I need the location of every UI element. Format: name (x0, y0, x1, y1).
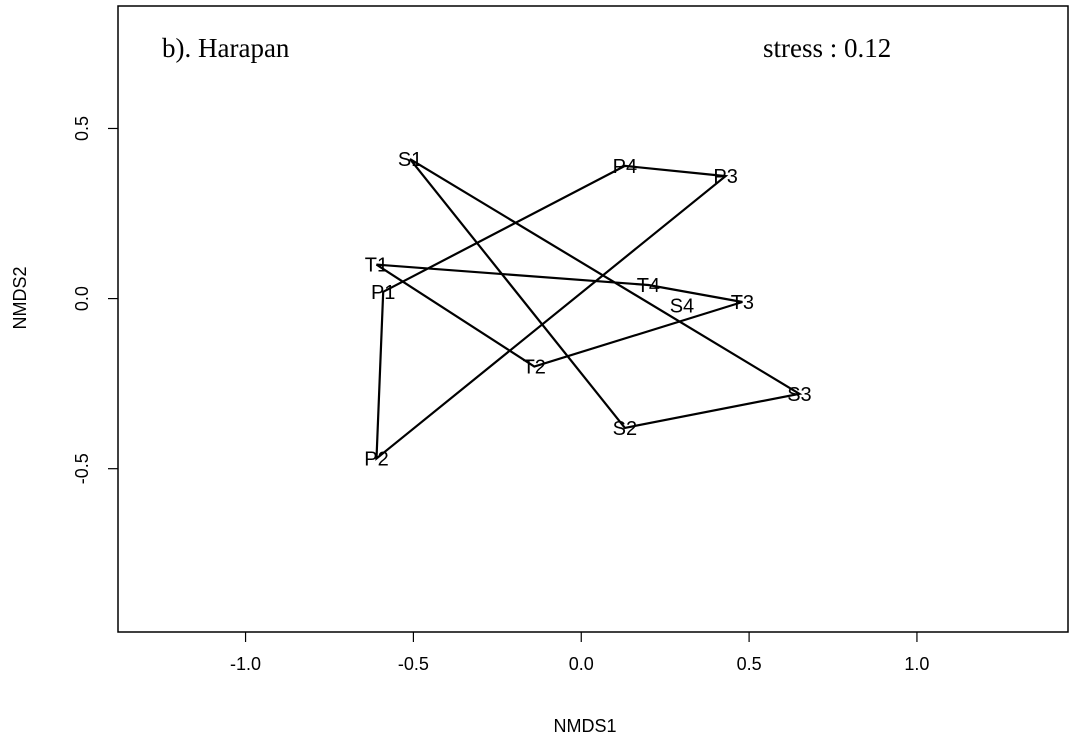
stress-label: stress : 0.12 (763, 33, 891, 63)
panel-label: b). Harapan (162, 33, 290, 63)
y-tick-label: 0.0 (72, 286, 92, 311)
x-tick-label: -0.5 (398, 654, 429, 674)
x-tick-label: -1.0 (230, 654, 261, 674)
point-label-t2: T2 (523, 357, 546, 379)
x-axis-label: NMDS1 (553, 716, 616, 736)
x-tick-label: 1.0 (904, 654, 929, 674)
polygon-s (409, 158, 803, 430)
plot-frame (117, 5, 1069, 633)
y-axis-label: NMDS2 (10, 266, 30, 329)
x-tick-label: 0.0 (569, 654, 594, 674)
point-label-t1: T1 (365, 255, 388, 277)
point-label-s1: S1 (398, 149, 422, 171)
point-label-s4: S4 (670, 295, 694, 317)
point-label-p2: P2 (364, 448, 388, 470)
point-label-s2: S2 (613, 418, 637, 440)
point-label-p1: P1 (371, 282, 395, 304)
point-label-t4: T4 (637, 275, 660, 297)
point-label-p3: P3 (713, 166, 737, 188)
point-label-p4: P4 (613, 156, 637, 178)
point-label-s3: S3 (787, 384, 811, 406)
x-tick-label: 0.5 (737, 654, 762, 674)
polygon-t (375, 263, 743, 368)
y-tick-label: 0.5 (72, 116, 92, 141)
y-tick-label: -0.5 (72, 453, 92, 484)
point-label-t3: T3 (731, 292, 754, 314)
polygon-p (375, 164, 729, 461)
